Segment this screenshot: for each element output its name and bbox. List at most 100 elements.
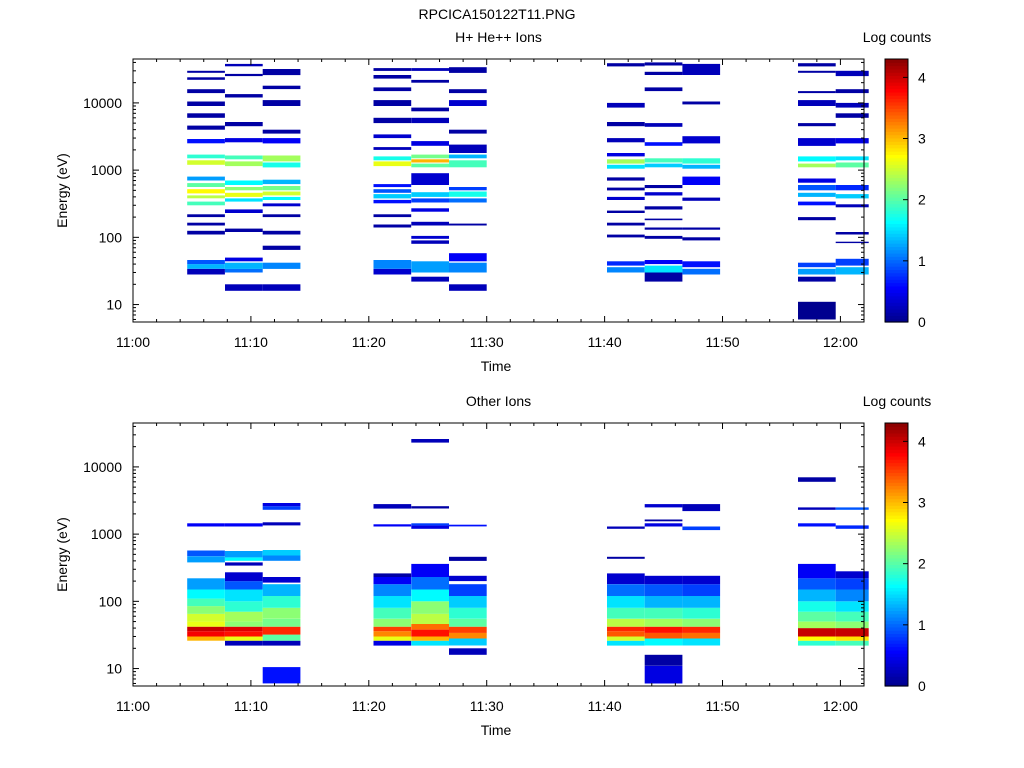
colorbar-swatch: [885, 233, 908, 238]
colorbar-swatch: [885, 302, 908, 307]
heatmap-cell: [449, 253, 487, 262]
heatmap-cell: [682, 607, 721, 619]
heatmap-cell: [373, 147, 412, 150]
colorbar-swatch: [885, 193, 908, 198]
heatmap-cell: [449, 191, 487, 197]
colorbar-swatch: [885, 603, 908, 608]
heatmap-cell: [449, 626, 487, 633]
y-tick-label: 100: [99, 593, 123, 609]
x-tick-label: 11:20: [352, 698, 386, 714]
colorbar-frame: [884, 58, 909, 323]
heatmap-cell: [262, 196, 301, 200]
heatmap-cell: [682, 158, 721, 164]
heatmap-cell: [411, 235, 449, 239]
colorbar-swatch: [885, 239, 908, 244]
heatmap-cell: [225, 601, 263, 612]
colorbar-swatch: [885, 154, 908, 159]
colorbar-swatch: [885, 597, 908, 602]
heatmap-cell: [373, 268, 412, 275]
colorbar-swatch: [885, 62, 908, 67]
colorbar-swatch: [885, 167, 908, 172]
heatmap-cell: [449, 100, 487, 106]
colorbar-swatch: [885, 279, 908, 284]
heatmap-cell: [411, 640, 449, 646]
heatmap-cell: [835, 204, 869, 208]
heatmap-cell: [262, 634, 301, 641]
heatmap-cell: [262, 607, 301, 619]
colorbar-swatch: [885, 439, 908, 444]
colorbar-swatch: [885, 141, 908, 146]
heatmap-cell: [411, 159, 449, 163]
heatmap-cell: [262, 85, 301, 90]
heatmap-cell: [607, 102, 645, 108]
colorbar-tick-label: 3: [918, 131, 926, 147]
heatmap-cell: [798, 100, 836, 106]
heatmap-cell: [262, 522, 301, 526]
heatmap-cell: [449, 67, 487, 73]
heatmap-cell: [835, 621, 869, 629]
heatmap-cell: [682, 176, 721, 185]
colorbar-swatch: [885, 613, 908, 618]
heatmap-cell: [225, 262, 263, 269]
colorbar-swatch: [885, 567, 908, 572]
heatmap-cell: [411, 629, 449, 637]
heatmap-cell: [835, 525, 869, 529]
colorbar-swatch: [885, 630, 908, 634]
colorbar-swatch: [885, 485, 908, 490]
heatmap-cell: [607, 573, 645, 585]
heatmap-cell: [835, 156, 869, 161]
heatmap-cell: [798, 201, 836, 206]
colorbar-swatch: [885, 662, 908, 667]
heatmap-cell: [262, 618, 301, 627]
heatmap-cell: [798, 185, 836, 191]
heatmap-cell: [225, 581, 263, 590]
colorbar-swatch: [885, 679, 908, 684]
colorbar-swatch: [885, 272, 908, 277]
heatmap-cell: [411, 525, 449, 529]
heatmap-cell: [835, 194, 869, 199]
heatmap-cell: [187, 176, 225, 181]
colorbar-swatch: [885, 492, 908, 496]
colorbar-swatch: [885, 243, 908, 247]
heatmap-cell: [225, 640, 263, 646]
colorbar-tick-label: 3: [918, 495, 926, 511]
heatmap-cell: [798, 628, 836, 637]
heatmap-cell: [225, 284, 263, 291]
colorbar-swatch: [885, 557, 908, 562]
y-axis-label: Energy (eV): [54, 153, 70, 228]
heatmap-cell: [225, 631, 263, 637]
heatmap-cell: [373, 260, 412, 269]
colorbar-swatch: [885, 187, 908, 192]
heatmap-cell: [225, 589, 263, 602]
heatmap-cell: [798, 262, 836, 268]
colorbar-swatch: [885, 315, 908, 320]
heatmap-cell: [187, 606, 225, 614]
heatmap-cell: [225, 63, 263, 67]
heatmap-cell: [798, 63, 836, 67]
heatmap-cell: [411, 154, 449, 159]
colorbar-swatch: [885, 508, 908, 513]
heatmap-cell: [225, 562, 263, 566]
x-axis-label: Time: [481, 722, 512, 738]
x-tick-label: 11:30: [470, 334, 504, 350]
heatmap-cell: [682, 596, 721, 608]
heatmap-cell: [644, 163, 683, 168]
y-tick-label: 1000: [91, 162, 122, 178]
heatmap-cell: [449, 129, 487, 134]
heatmap-cell: [225, 198, 263, 202]
colorbar-swatch: [885, 446, 908, 450]
heatmap-cell: [607, 63, 645, 67]
heatmap-cell: [449, 618, 487, 627]
heatmap-cell: [225, 94, 263, 98]
heatmap-cell: [835, 267, 869, 275]
heatmap-cell: [262, 284, 301, 291]
colorbar-swatch: [885, 200, 908, 205]
heatmap-cell: [373, 87, 412, 92]
heatmap-cell: [373, 161, 412, 167]
heatmap-cell: [373, 636, 412, 641]
colorbar-swatch: [885, 462, 908, 467]
heatmap-cell: [835, 162, 869, 168]
colorbar-swatch: [885, 659, 908, 664]
heatmap-cell: [798, 163, 836, 168]
heatmap-cell: [798, 601, 836, 612]
